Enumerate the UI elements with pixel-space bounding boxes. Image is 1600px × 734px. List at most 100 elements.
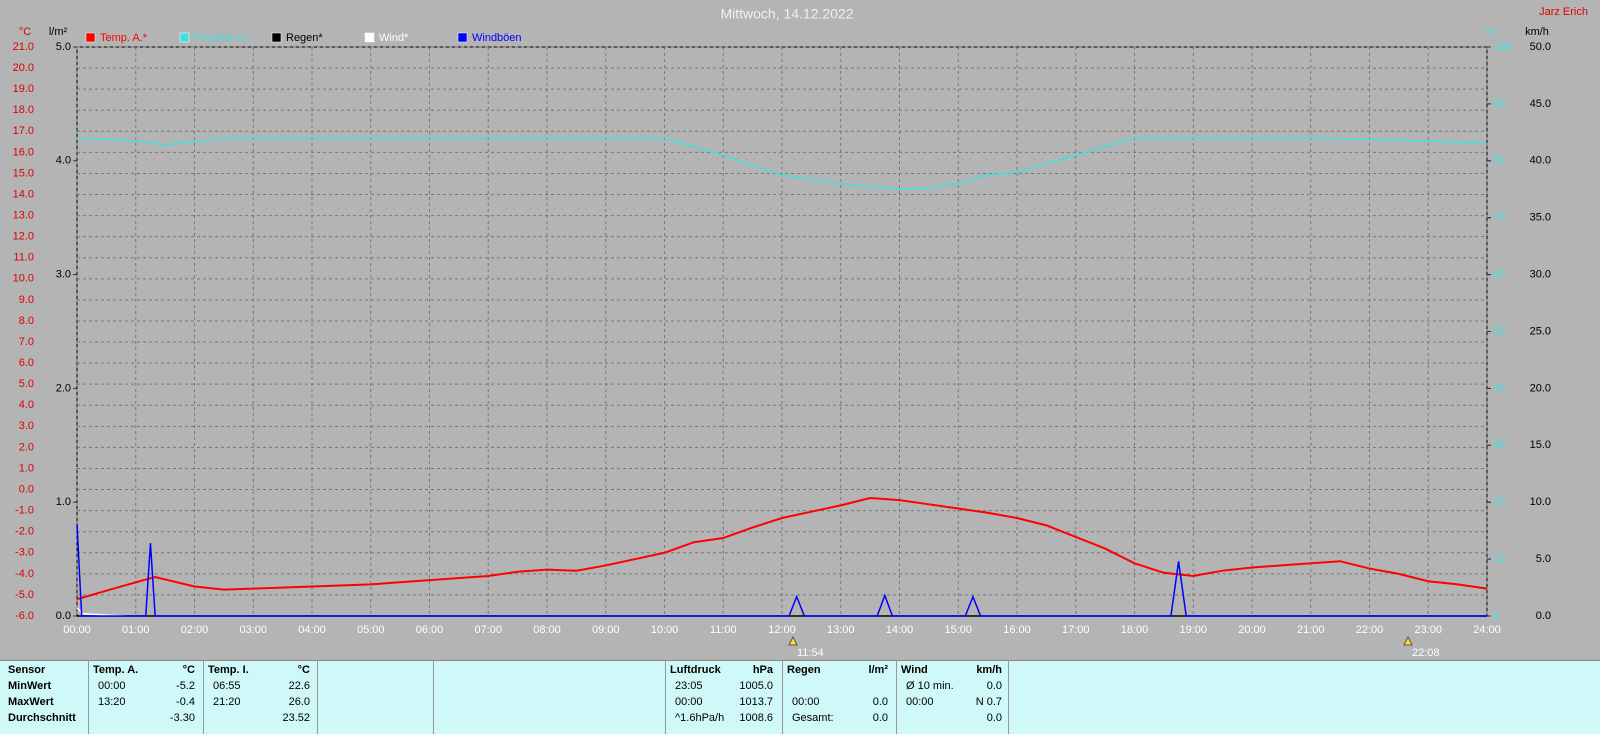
y-tick-label: 11.0: [13, 252, 34, 264]
x-tick-label: 20:00: [1238, 624, 1266, 636]
y-tick-label: 50.0: [1530, 41, 1551, 53]
y-tick-label: 1.0: [19, 462, 34, 474]
x-tick-label: 16:00: [1003, 624, 1031, 636]
table-cell: 0.0: [872, 712, 888, 724]
y-tick-label: 35.0: [1530, 212, 1551, 224]
stats-table: Sensor MinWert MaxWert Durchschnitt Temp. A.…: [0, 660, 1600, 734]
y-tick-label: 10.0: [1530, 496, 1551, 508]
table-cell: Sensor: [8, 664, 46, 676]
y-tick-label: 12.0: [13, 231, 34, 243]
table-cell: N 0.7: [975, 696, 1002, 708]
x-tick-label: 00:00: [63, 624, 91, 636]
y-tick-label: 20.0: [13, 62, 34, 74]
axis-label: km/h: [1525, 26, 1549, 38]
y-tick-label: 21.0: [13, 41, 34, 53]
table-cell: 00:00: [792, 696, 820, 708]
y-tick-label: 3.0: [56, 269, 71, 281]
y-tick-label: 5.0: [1536, 553, 1551, 565]
legend-swatch: [179, 32, 190, 43]
marker-icon: [788, 635, 798, 646]
author: Jarz Erich: [1539, 6, 1588, 18]
x-tick-label: 15:00: [944, 624, 972, 636]
table-cell: 00:00: [906, 696, 934, 708]
legend-label: Temp. A.*: [100, 32, 148, 44]
divider: [665, 661, 666, 734]
x-tick-label: 23:00: [1414, 624, 1442, 636]
table-cell: MaxWert: [8, 696, 54, 708]
y-tick-label: 0.0: [56, 610, 71, 622]
table-cell: -5.2: [176, 680, 195, 692]
x-tick-label: 08:00: [533, 624, 561, 636]
table-cell: l/m²: [868, 664, 888, 676]
series-line: [76, 607, 125, 617]
table-cell: Regen: [787, 664, 821, 676]
axis-label: °C: [19, 26, 31, 38]
table-cell: 1008.6: [739, 712, 773, 724]
series-line: [76, 523, 1487, 617]
title: Mittwoch, 14.12.2022: [720, 6, 853, 22]
annotation: 22:08: [1412, 647, 1440, 659]
x-tick-label: 02:00: [181, 624, 209, 636]
table-cell: 0.0: [986, 680, 1002, 692]
y-tick-label: 0.0: [19, 483, 34, 495]
series-line: [76, 137, 1488, 191]
divider: [317, 661, 318, 734]
y-tick-label: 4.0: [19, 399, 34, 411]
y-tick-label: 1.0: [56, 496, 71, 508]
x-tick-label: 03:00: [239, 624, 267, 636]
table-cell: hPa: [752, 664, 773, 676]
table-cell: -0.4: [176, 696, 195, 708]
legend-label: Regen*: [286, 32, 323, 44]
table-cell: 1005.0: [739, 680, 773, 692]
annotation: 11:54: [797, 647, 824, 659]
y-tick-label: 14.0: [13, 188, 34, 200]
x-tick-label: 01:00: [122, 624, 150, 636]
y-tick-label: 30.0: [1530, 269, 1551, 281]
y-tick-label: 17.0: [13, 125, 34, 137]
y-tick-label: 30: [1493, 439, 1505, 451]
table-cell: 23:05: [675, 680, 703, 692]
table-cell: 21:20: [213, 696, 241, 708]
legend-label: Feuchte A.*: [194, 32, 252, 44]
x-tick-label: 04:00: [298, 624, 326, 636]
x-tick-label: 05:00: [357, 624, 385, 636]
x-tick-label: 24:00: [1473, 624, 1501, 636]
y-tick-label: 0: [1493, 610, 1499, 622]
table-cell: Temp. I.: [208, 664, 249, 676]
y-tick-label: 3.0: [19, 420, 34, 432]
y-tick-label: 7.0: [19, 336, 34, 348]
y-tick-label: 50: [1493, 325, 1505, 337]
x-tick-label: 13:00: [827, 624, 855, 636]
divider: [896, 661, 897, 734]
y-tick-label: 8.0: [19, 315, 34, 327]
marker-icon: [1403, 635, 1413, 646]
y-tick-label: -3.0: [15, 547, 34, 559]
y-tick-label: 25.0: [1530, 325, 1551, 337]
table-cell: 00:00: [98, 680, 126, 692]
y-tick-label: 15.0: [1530, 439, 1551, 451]
divider: [1008, 661, 1009, 734]
y-tick-label: -4.0: [15, 568, 34, 580]
table-cell: 0.0: [872, 696, 888, 708]
y-tick-label: 9.0: [19, 294, 34, 306]
legend-swatch: [457, 32, 468, 43]
table-cell: km/h: [976, 664, 1002, 676]
chart: Mittwoch, 14.12.2022 Jarz Erich °C l/m² …: [13, 6, 1588, 659]
table-cell: ^1.6hPa/h: [675, 712, 725, 724]
table-cell: 00:00: [675, 696, 703, 708]
x-tick-label: 06:00: [416, 624, 444, 636]
legend-label: Wind*: [379, 32, 409, 44]
x-tick-label: 22:00: [1356, 624, 1384, 636]
x-tick-label: 18:00: [1121, 624, 1149, 636]
x-tick-label: 21:00: [1297, 624, 1325, 636]
y-tick-label: 0.0: [1536, 610, 1551, 622]
y-tick-label: 90: [1493, 98, 1505, 110]
y-tick-label: 45.0: [1530, 98, 1551, 110]
table-cell: Luftdruck: [670, 664, 721, 676]
y-tick-label: 10.0: [13, 273, 34, 285]
divider: [203, 661, 204, 734]
y-tick-label: 15.0: [13, 167, 34, 179]
x-tick-label: 17:00: [1062, 624, 1090, 636]
axis-label: %: [1486, 26, 1496, 38]
